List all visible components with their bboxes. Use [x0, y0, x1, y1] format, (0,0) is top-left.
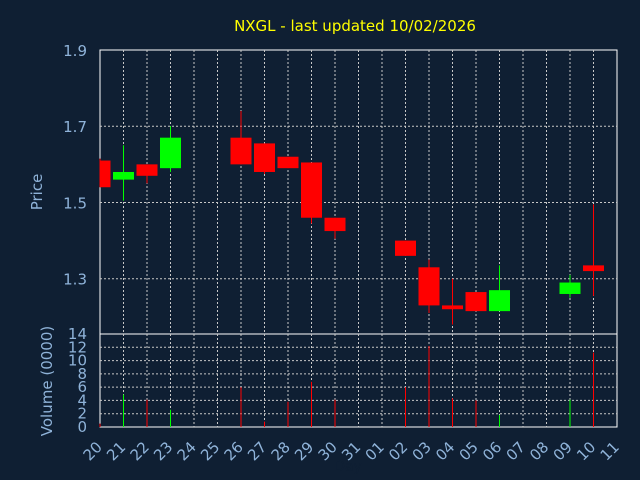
- day-tick-label: 03: [409, 438, 435, 464]
- day-tick-label: 22: [127, 438, 153, 464]
- day-tick-label: 11: [597, 438, 623, 464]
- candle-body: [100, 160, 111, 188]
- price-tick-label: 1.9: [63, 42, 87, 60]
- candle-body: [442, 305, 463, 310]
- candle-body: [277, 156, 299, 169]
- volume-tick-label: 10: [68, 352, 87, 370]
- volume-tick-label: 6: [77, 378, 87, 396]
- price-tick-labels: 1.9 1.7 1.5 1.3: [63, 42, 87, 289]
- day-tick-label: 05: [456, 438, 482, 464]
- volume-bars: [99, 345, 594, 427]
- volume-tick-label: 12: [68, 338, 87, 356]
- candle-body: [489, 290, 510, 312]
- day-tick-label: 21: [103, 438, 129, 464]
- candle-body: [395, 240, 416, 256]
- volume-tick-label: 8: [77, 365, 87, 383]
- day-tick-label: 04: [432, 438, 458, 464]
- day-tick-label: 01: [362, 438, 388, 464]
- day-tick-label: 08: [526, 438, 552, 464]
- candle-body: [254, 143, 275, 172]
- day-tick-label: 27: [244, 438, 270, 464]
- candle-body: [583, 265, 604, 272]
- price-tick-label: 1.7: [63, 118, 87, 136]
- chart-title: NXGL - last updated 10/02/2026: [234, 17, 476, 35]
- day-tick-label: 26: [221, 438, 247, 464]
- candle-body: [160, 137, 181, 169]
- price-axis-label: Price: [28, 174, 46, 211]
- candle-body: [301, 162, 322, 218]
- day-tick-label: 23: [150, 438, 176, 464]
- day-tick-label: 24: [174, 438, 200, 464]
- x-axis-label: Day: [334, 459, 362, 475]
- candle-body: [113, 171, 134, 180]
- price-grid: [100, 50, 617, 334]
- candle-body: [559, 282, 581, 294]
- day-tick-label: 28: [268, 438, 294, 464]
- candle-body: [136, 164, 158, 176]
- day-tick-label: 06: [479, 438, 505, 464]
- candle-body: [465, 292, 487, 312]
- candle-body: [230, 137, 252, 165]
- candles: [99, 110, 604, 325]
- day-tick-label: 20: [80, 438, 106, 464]
- volume-tick-label: 2: [77, 405, 87, 423]
- day-tick-label: 29: [291, 438, 317, 464]
- volume-axis-label: Volume (0000): [38, 326, 56, 436]
- volume-tick-label: 14: [68, 325, 87, 343]
- volume-tick-label: 0: [77, 418, 87, 436]
- day-tick-label: 07: [503, 438, 529, 464]
- volume-tick-label: 4: [77, 391, 87, 409]
- volume-grid: [100, 334, 617, 427]
- day-tick-label: 09: [550, 438, 576, 464]
- day-tick-label: 02: [385, 438, 411, 464]
- price-tick-label: 1.3: [63, 271, 87, 289]
- day-tick-label: 25: [197, 438, 223, 464]
- day-tick-label: 10: [573, 438, 599, 464]
- candle-body: [324, 217, 346, 232]
- candle-body: [418, 267, 440, 306]
- price-tick-label: 1.5: [63, 194, 87, 212]
